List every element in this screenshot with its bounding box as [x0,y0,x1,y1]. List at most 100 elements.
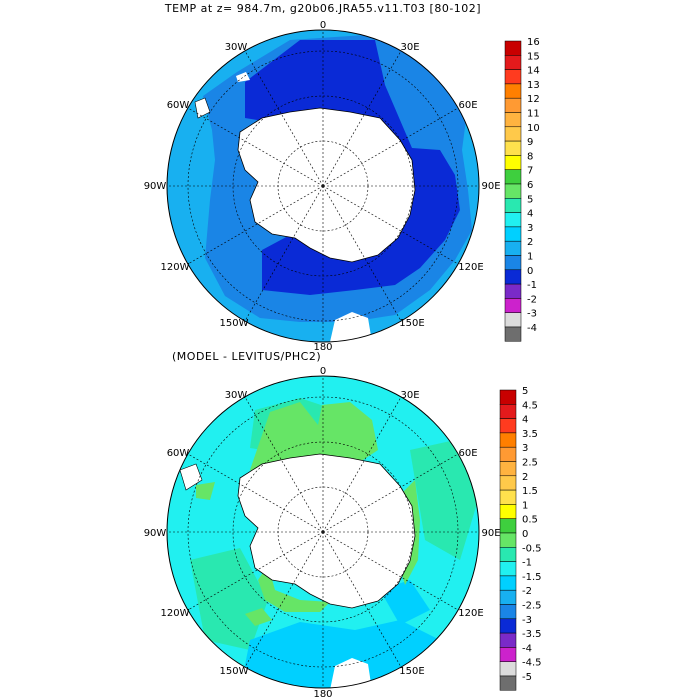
top-antarctica [237,107,416,263]
bottom-colorbar-label: -1 [522,558,532,569]
bottom-colorbar-swatch [499,446,517,462]
top-colorbar-swatch [504,55,522,70]
bottom-colorbar-swatch [499,547,517,562]
top-lon-label-150e: 150E [399,318,424,329]
bottom-colorbar-label: 4 [522,415,528,426]
bottom-colorbar-swatch [499,675,517,691]
top-colorbar-swatch [504,283,522,299]
top-colorbar-label: -4 [527,323,537,334]
top-colorbar-label: 13 [527,80,540,91]
top-land-patch-north [236,72,250,82]
top-lon-label-120e: 120E [458,262,483,273]
bottom-diff-green-west [196,482,215,500]
top-map-title: TEMP at z= 984.7m, g20b06.JRA55.v11.T03 … [164,2,481,15]
top-lon-label-90w: 90W [144,181,167,192]
bottom-colorbar-label: -4 [522,643,532,654]
top-colorbar-label: 4 [527,209,533,220]
top-lon-label-60w: 60W [167,100,190,111]
top-colorbar-swatch [504,69,522,85]
bottom-colorbar-label: -0.5 [522,543,542,554]
top-lon-label-120w: 120W [161,262,190,273]
bottom-colorbar-swatch [499,461,517,477]
top-lon-label-30e: 30E [400,42,419,53]
bottom-colorbar-swatch [499,589,517,605]
top-colorbar-label: -3 [527,309,537,320]
top-colorbar-label: 3 [527,223,533,234]
top-colorbar-swatch [504,83,522,99]
bottom-diff-sky-se [380,580,430,625]
bottom-colorbar-label: 5 [522,386,528,397]
bottom-colorbar-label: -1.5 [522,572,542,583]
bottom-colorbar-label: -5 [522,672,532,683]
bottom-colorbar-swatch [499,475,517,491]
bottom-lon-label-120w: 120W [161,608,190,619]
bottom-lon-label-90w: 90W [144,528,167,539]
top-colorbar-label: 0 [527,266,533,277]
bottom-colorbar-label: 2 [522,472,528,483]
top-colorbar-swatch [504,169,522,185]
bottom-diff-aqua-ne [410,440,478,560]
bottom-colorbar-swatch [499,604,517,620]
top-colorbar-swatch [504,198,522,213]
bottom-colorbar-label: 0.5 [522,515,538,526]
bottom-lon-label-90e: 90E [481,528,500,539]
bottom-colorbar-swatch [499,432,517,448]
top-colorbar-swatch [504,226,522,242]
top-lon-label-0: 0 [320,20,326,31]
bottom-colorbar-swatch [499,518,517,534]
bottom-colorbar-label: 3.5 [522,429,538,440]
bottom-colorbar-label: 4.5 [522,400,538,411]
top-colorbar-label: 7 [527,166,533,177]
bottom-land-patch-south [330,658,372,688]
top-graticule [167,30,479,342]
top-colorbar-swatch [504,298,522,313]
top-colorbar-swatch [504,140,522,156]
top-colorbar-label: 8 [527,151,533,162]
bottom-map-title: (MODEL - LEVITUS/PHC2) [172,350,321,363]
top-colorbar-label: 11 [527,109,540,120]
top-colorbar-label: 10 [527,123,540,134]
bottom-colorbar-swatch [499,661,517,677]
top-polar-map [166,29,480,343]
bottom-colorbar-swatch [499,504,517,519]
top-colorbar-swatch [504,126,522,142]
top-lon-label-30w: 30W [225,42,248,53]
top-colorbar-swatch [504,112,522,128]
bottom-colorbar-swatch [499,404,517,419]
bottom-lon-label-30w: 30W [225,390,248,401]
top-colorbar-label: 15 [527,51,540,62]
bottom-colorbar-label: 1 [522,500,528,511]
top-temp-band-deep [245,40,460,295]
bottom-lon-label-150e: 150E [399,666,424,677]
bottom-colorbar-swatch [499,647,517,662]
top-colorbar-label: 1 [527,252,533,263]
top-colorbar-label: 12 [527,94,540,105]
bottom-colorbar-swatch [499,389,517,405]
bottom-south-america-tip [179,463,203,491]
top-colorbar-swatch [504,240,522,256]
top-lon-label-90e: 90E [481,181,500,192]
bottom-antarctica [237,453,416,609]
top-colorbar-label: -1 [527,280,537,291]
bottom-colorbar-swatch [499,489,517,505]
bottom-lon-label-150w: 150W [220,666,249,677]
bottom-colorbar: 5 4.5 4 3.5 3 2.5 2 1.5 1 0.5 0 -0.5 -1 -1.5 -2 -2.5 -3 -… [499,386,542,691]
bottom-lon-label-0: 0 [320,366,326,377]
top-lon-label-150w: 150W [220,318,249,329]
top-colorbar-label: -2 [527,294,537,305]
bottom-colorbar-label: 1.5 [522,486,538,497]
bottom-graticule [167,376,479,688]
top-colorbar-swatch [504,312,522,328]
bottom-colorbar-label: -4.5 [522,658,542,669]
bottom-colorbar-label: -3.5 [522,629,542,640]
top-land-patch-south [330,312,372,342]
top-colorbar-swatch [504,326,522,342]
bottom-colorbar-label: 2.5 [522,458,538,469]
bottom-diff-green-coast [258,565,330,612]
bottom-colorbar-label: -2.5 [522,601,542,612]
top-colorbar-swatch [504,212,522,228]
bottom-diff-green-sw [245,608,272,626]
top-colorbar-label: 2 [527,237,533,248]
